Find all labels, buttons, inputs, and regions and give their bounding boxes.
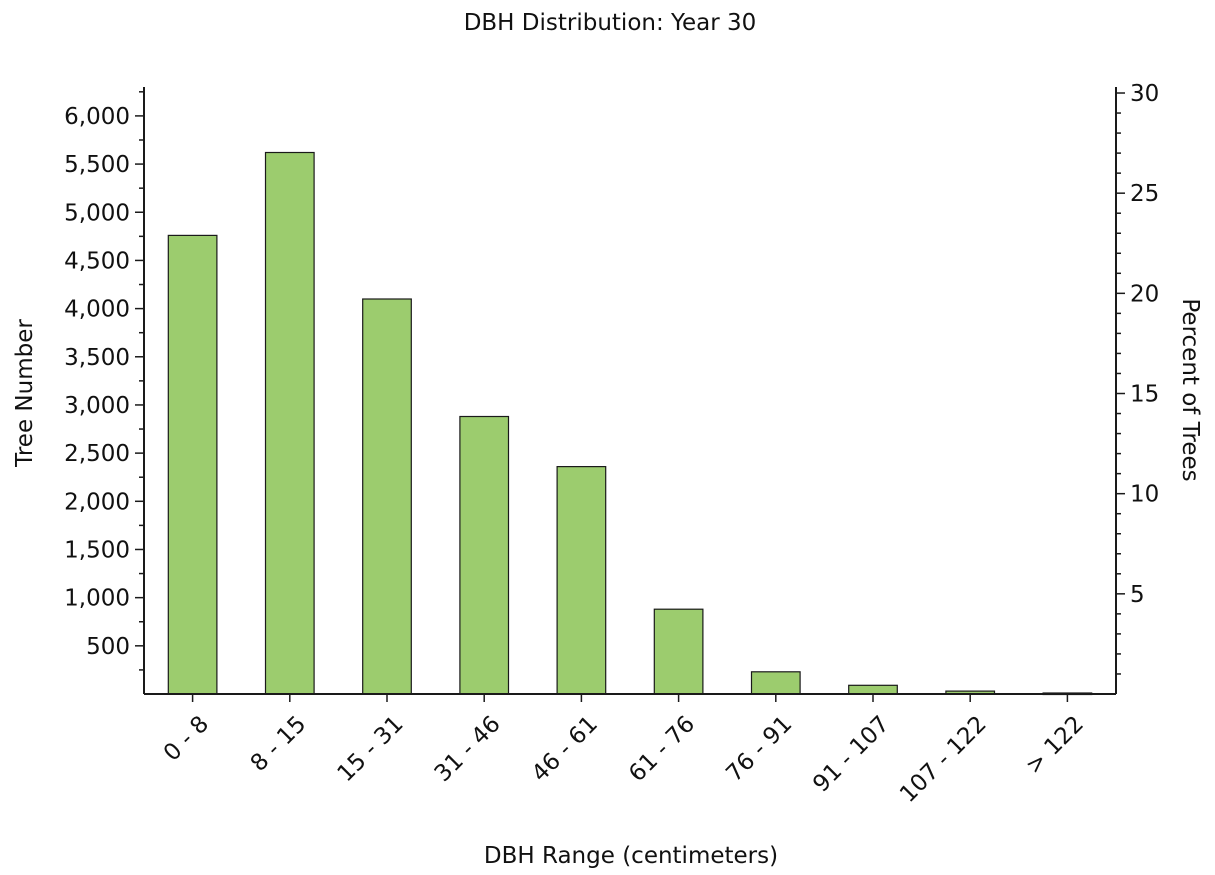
- bar-4: [556, 466, 607, 695]
- bars-group: [167, 151, 1093, 696]
- x-tick-label: 8 - 15: [246, 711, 312, 777]
- y-tick-label: 2,000: [64, 489, 130, 515]
- bar-3: [459, 415, 510, 695]
- y2-tick-label: 20: [1130, 281, 1159, 307]
- bar-6: [750, 671, 801, 695]
- y-tick-label: 4,500: [64, 248, 130, 274]
- x-ticks-group: 0 - 8 8 - 15 15 - 31 31 - 46 46 - 61 61 - 76 7…: [159, 694, 1089, 808]
- x-tick-label: 0 - 8: [159, 711, 214, 766]
- bar-5: [653, 608, 704, 695]
- x-tick-label: 15 - 31: [333, 711, 409, 787]
- x-tick-label: 31 - 46: [430, 711, 506, 787]
- y2-tick-label: 5: [1130, 582, 1145, 608]
- bar-2: [362, 298, 412, 695]
- y-tick-label: 5,000: [64, 200, 130, 226]
- y2-axis-label: Percent of Trees: [1177, 298, 1203, 481]
- chart-title: DBH Distribution: Year 30: [464, 10, 757, 36]
- x-tick-label: 61 - 76: [624, 711, 700, 787]
- y-tick-label: 4,000: [64, 297, 130, 323]
- y-tick-label: 1,500: [64, 537, 130, 563]
- y2-ticks-group: 5 10 15 20 25 30: [1116, 81, 1159, 675]
- y-tick-label: 500: [86, 634, 130, 660]
- y-tick-label: 6,000: [64, 104, 130, 130]
- x-tick-label: 91 - 107: [808, 711, 894, 797]
- x-tick-label: 76 - 91: [721, 711, 797, 787]
- y2-tick-label: 15: [1130, 382, 1159, 408]
- y-tick-label: 2,500: [64, 441, 130, 467]
- y-tick-label: 5,500: [64, 152, 130, 178]
- y2-tick-label: 10: [1130, 482, 1159, 508]
- y-axis-label: Tree Number: [12, 319, 38, 468]
- y2-tick-label: 25: [1130, 181, 1159, 207]
- x-tick-label: > 122: [1021, 711, 1089, 779]
- x-tick-label: 107 - 122: [895, 711, 992, 808]
- bar-7: [848, 684, 898, 695]
- x-tick-label: 46 - 61: [527, 711, 603, 787]
- y-tick-label: 3,000: [64, 393, 130, 419]
- bar-0: [167, 234, 218, 695]
- bar-1: [264, 151, 315, 695]
- y-tick-label: 3,500: [64, 345, 130, 371]
- y-ticks-group: 500 1,000 1,500 2,000 2,500 3,000 3,500 4,000 4,…: [64, 91, 144, 671]
- x-axis-label: DBH Range (centimeters): [484, 843, 778, 869]
- y-tick-label: 1,000: [64, 586, 130, 612]
- y2-tick-label: 30: [1130, 81, 1159, 107]
